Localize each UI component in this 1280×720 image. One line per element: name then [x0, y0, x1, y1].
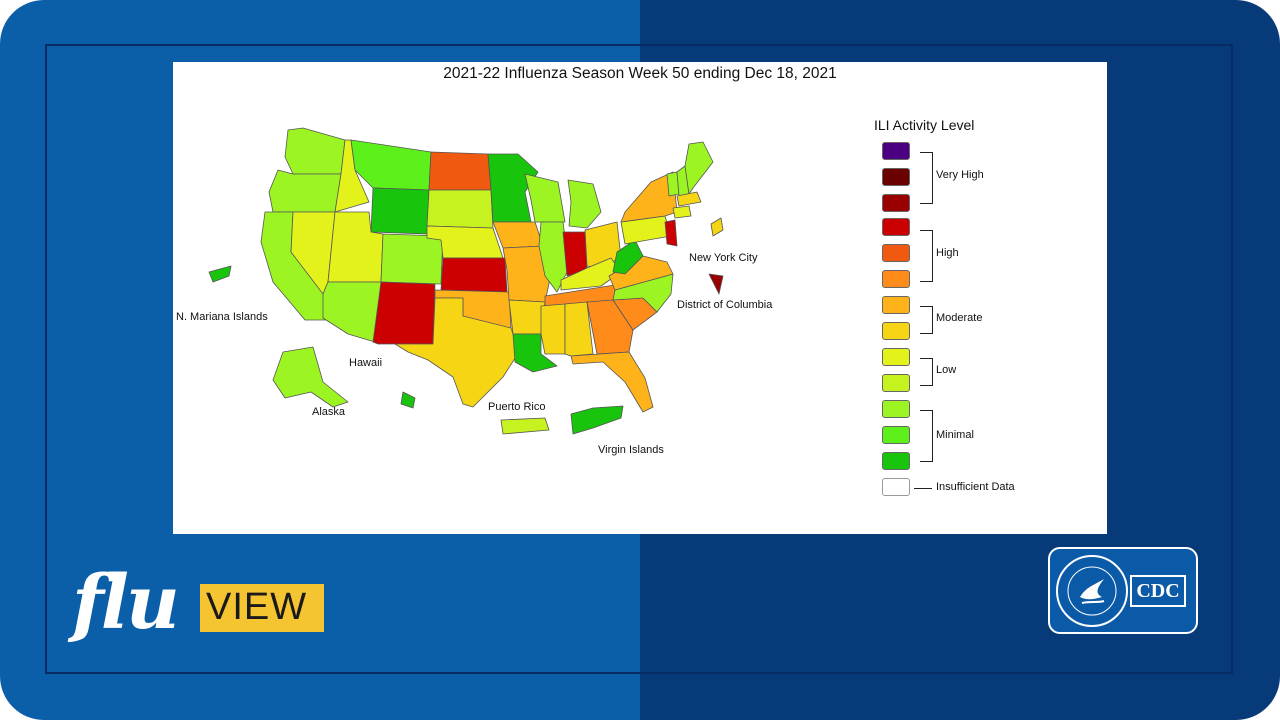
- legend-bracket-very-high: [920, 152, 933, 204]
- state-OR: [268, 169, 342, 213]
- city-NYC: [710, 217, 724, 237]
- cdc-logo: CDC: [1048, 547, 1198, 634]
- state-SD: [426, 189, 494, 229]
- label-virgin-islands: Virgin Islands: [598, 444, 664, 456]
- territory-NMI: [208, 265, 232, 283]
- label-alaska: Alaska: [312, 406, 346, 418]
- legend-label-insufficient: Insufficient Data: [936, 481, 1015, 493]
- state-AR: [508, 299, 546, 335]
- legend-swatch: [882, 296, 910, 314]
- fluview-logo: flu VIEW: [72, 560, 332, 655]
- state-ND: [428, 151, 492, 191]
- legend-swatch: [882, 426, 910, 444]
- territory-PR: [500, 417, 550, 435]
- state-GA: [586, 299, 634, 355]
- map-panel: 2021-22 Influenza Season Week 50 ending …: [173, 62, 1107, 534]
- inner-border: [45, 44, 1233, 674]
- legend-swatch: [882, 168, 910, 186]
- legend-label-low: Low: [936, 364, 957, 376]
- city-DC: [708, 273, 724, 295]
- state-AK: [272, 346, 349, 408]
- state-MT: [350, 139, 432, 191]
- state-ME: [684, 141, 714, 195]
- legend-swatch: [882, 374, 910, 392]
- label-nmi: N. Mariana Islands: [176, 311, 268, 323]
- legend-swatch: [882, 478, 910, 496]
- legend-swatch: [882, 452, 910, 470]
- view-wordmark: VIEW: [206, 586, 308, 628]
- state-IL: [538, 221, 570, 293]
- legend-bracket-low: [920, 358, 933, 386]
- legend-swatch: [882, 348, 910, 366]
- hhs-seal-icon: [1056, 555, 1128, 627]
- state-CT: [672, 205, 692, 219]
- state-NJ: [664, 219, 678, 247]
- label-hawaii: Hawaii: [349, 357, 383, 369]
- cdc-wordmark: CDC: [1130, 575, 1186, 607]
- label-puerto-rico: Puerto Rico: [488, 401, 546, 413]
- state-HI: [400, 391, 416, 409]
- label-district-of-columbia: District of Columbia: [677, 299, 773, 311]
- us-ili-map: [208, 127, 724, 435]
- legend-swatch: [882, 400, 910, 418]
- state-KS: [440, 257, 508, 293]
- legend-swatch: [882, 218, 910, 236]
- state-TX: [394, 297, 520, 408]
- legend-swatch: [882, 194, 910, 212]
- label-new-york-city: New York City: [689, 252, 758, 264]
- state-MN: [487, 153, 539, 223]
- legend-label-high: High: [936, 247, 959, 259]
- state-IA: [492, 221, 544, 249]
- legend-title: ILI Activity Level: [874, 117, 975, 133]
- legend-bracket-high: [920, 230, 933, 282]
- legend-label-minimal: Minimal: [936, 429, 974, 441]
- state-MI: [567, 179, 602, 229]
- state-NM: [372, 281, 436, 345]
- legend-bracket-minimal: [920, 410, 933, 462]
- state-WI: [524, 173, 566, 223]
- state-FL: [570, 351, 654, 413]
- legend-swatch: [882, 322, 910, 340]
- legend-swatch: [882, 244, 910, 262]
- legend-dash-insufficient: [914, 488, 932, 489]
- view-badge: [200, 584, 324, 632]
- map-title: 2021-22 Influenza Season Week 50 ending …: [443, 65, 837, 82]
- legend-label-moderate: Moderate: [936, 312, 983, 324]
- state-WA: [284, 127, 346, 175]
- legend-swatch: [882, 270, 910, 288]
- state-MA: [676, 191, 702, 207]
- state-WY: [370, 187, 430, 235]
- legend-bracket-moderate: [920, 306, 933, 334]
- state-MS: [540, 303, 566, 355]
- state-CO: [380, 233, 444, 285]
- legend-label-very-high: Very High: [936, 169, 984, 181]
- territory-VI: [570, 405, 624, 435]
- state-AZ: [322, 281, 382, 343]
- flu-wordmark: flu: [72, 560, 180, 646]
- legend-swatch: [882, 142, 910, 160]
